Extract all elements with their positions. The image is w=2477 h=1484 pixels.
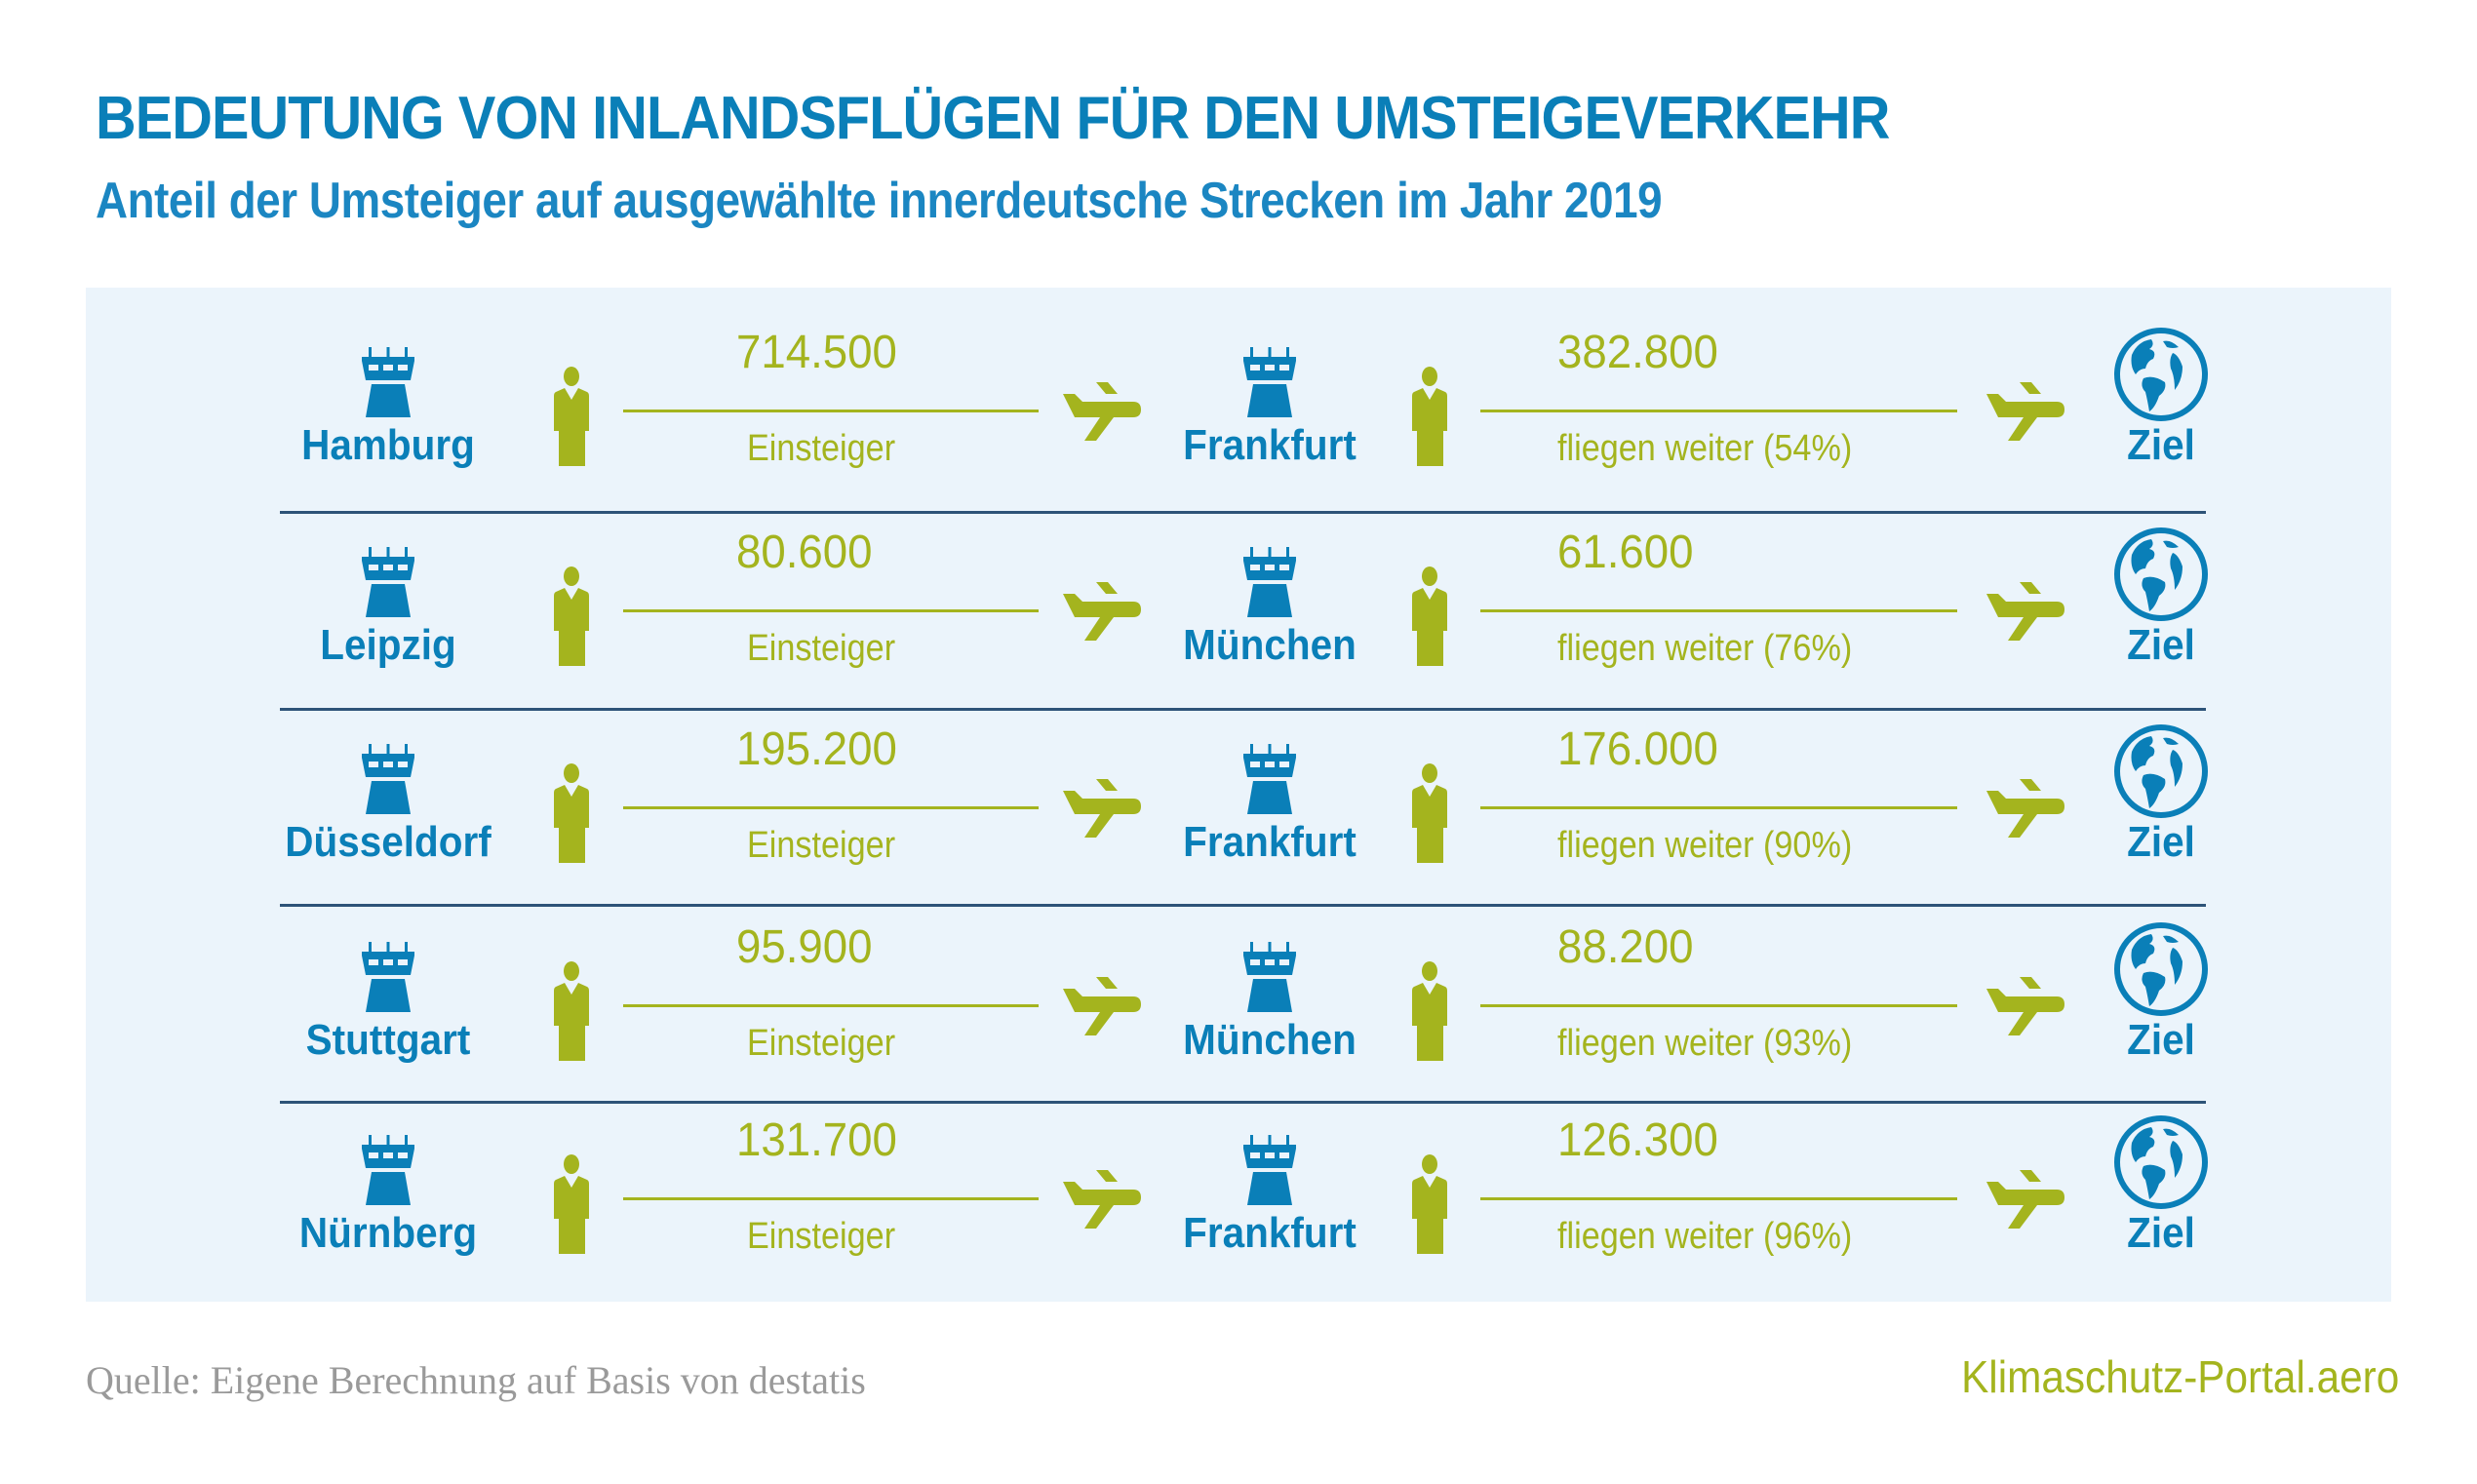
passenger-icon <box>552 961 591 1061</box>
row-divider <box>280 511 2206 514</box>
source-note: Quelle: Eigene Berechnung auf Basis von … <box>86 1358 866 1402</box>
boarding-count: 714.500 <box>736 327 897 378</box>
hub-airport-label: Frankfurt <box>1183 421 1356 469</box>
airplane-icon <box>1985 380 2066 443</box>
transfer-label: fliegen weiter (96%) <box>1557 1216 1853 1257</box>
connector-line <box>623 609 1039 612</box>
boarding-label: Einsteiger <box>747 1216 896 1257</box>
row-divider <box>280 708 2206 711</box>
transfer-label: fliegen weiter (93%) <box>1557 1023 1853 1064</box>
control-tower-icon <box>360 942 416 1012</box>
transfer-count: 88.200 <box>1557 921 1694 973</box>
passenger-icon <box>552 566 591 666</box>
control-tower-icon <box>360 1135 416 1205</box>
control-tower-icon <box>1241 547 1298 617</box>
airplane-icon <box>1985 975 2066 1037</box>
transfer-count: 382.800 <box>1557 327 1718 378</box>
boarding-count: 131.700 <box>736 1114 897 1166</box>
row-divider <box>280 1101 2206 1104</box>
boarding-label: Einsteiger <box>747 1023 896 1064</box>
transfer-label: fliegen weiter (54%) <box>1557 428 1853 469</box>
passenger-icon <box>1410 367 1449 466</box>
connector-line <box>623 1197 1039 1200</box>
routes-panel <box>86 288 2391 1302</box>
passenger-icon <box>1410 1154 1449 1254</box>
connector-line <box>1480 1004 1957 1007</box>
hub-airport-label: Frankfurt <box>1183 818 1356 866</box>
origin-airport-label: Leipzig <box>320 621 456 669</box>
transfer-count: 61.600 <box>1557 527 1694 578</box>
connector-line <box>623 410 1039 412</box>
passenger-icon <box>1410 961 1449 1061</box>
airplane-icon <box>1061 777 1143 840</box>
passenger-icon <box>1410 566 1449 666</box>
origin-airport-label: Düsseldorf <box>285 818 491 866</box>
passenger-icon <box>552 763 591 863</box>
connector-line <box>623 806 1039 809</box>
airplane-icon <box>1061 380 1143 443</box>
boarding-count: 95.900 <box>736 921 873 973</box>
origin-airport-label: Hamburg <box>301 421 475 469</box>
control-tower-icon <box>360 744 416 814</box>
control-tower-icon <box>1241 1135 1298 1205</box>
boarding-count: 80.600 <box>736 527 873 578</box>
airplane-icon <box>1985 777 2066 840</box>
airplane-icon <box>1985 580 2066 643</box>
boarding-label: Einsteiger <box>747 628 896 669</box>
connector-line <box>1480 609 1957 612</box>
control-tower-icon <box>360 547 416 617</box>
passenger-icon <box>1410 763 1449 863</box>
destination-label: Ziel <box>2127 621 2195 669</box>
control-tower-icon <box>360 347 416 417</box>
connector-line <box>1480 410 1957 412</box>
brand-logo-text: Klimaschutz-Portal.aero <box>1960 1351 2399 1402</box>
origin-airport-label: Stuttgart <box>305 1016 471 1064</box>
connector-line <box>1480 1197 1957 1200</box>
control-tower-icon <box>1241 744 1298 814</box>
transfer-label: fliegen weiter (90%) <box>1557 825 1853 866</box>
globe-icon <box>2112 326 2210 423</box>
transfer-label: fliegen weiter (76%) <box>1557 628 1853 669</box>
airplane-icon <box>1061 975 1143 1037</box>
hub-airport-label: München <box>1183 1016 1356 1064</box>
page-subtitle: Anteil der Umsteiger auf ausgewählte inn… <box>96 173 1663 229</box>
transfer-count: 126.300 <box>1557 1114 1718 1166</box>
page-title: BEDEUTUNG VON INLANDSFLÜGEN FÜR DEN UMST… <box>96 85 1890 152</box>
origin-airport-label: Nürnberg <box>298 1209 478 1257</box>
destination-label: Ziel <box>2127 1209 2195 1257</box>
globe-icon <box>2112 526 2210 623</box>
connector-line <box>1480 806 1957 809</box>
boarding-label: Einsteiger <box>747 825 896 866</box>
destination-label: Ziel <box>2127 1016 2195 1064</box>
destination-label: Ziel <box>2127 818 2195 866</box>
globe-icon <box>2112 920 2210 1018</box>
connector-line <box>623 1004 1039 1007</box>
boarding-label: Einsteiger <box>747 428 896 469</box>
hub-airport-label: München <box>1183 621 1356 669</box>
row-divider <box>280 904 2206 907</box>
control-tower-icon <box>1241 347 1298 417</box>
passenger-icon <box>552 1154 591 1254</box>
globe-icon <box>2112 1113 2210 1211</box>
airplane-icon <box>1985 1168 2066 1230</box>
hub-airport-label: Frankfurt <box>1183 1209 1356 1257</box>
airplane-icon <box>1061 1168 1143 1230</box>
boarding-count: 195.200 <box>736 723 897 775</box>
globe-icon <box>2112 722 2210 820</box>
passenger-icon <box>552 367 591 466</box>
airplane-icon <box>1061 580 1143 643</box>
destination-label: Ziel <box>2127 421 2195 469</box>
control-tower-icon <box>1241 942 1298 1012</box>
transfer-count: 176.000 <box>1557 723 1718 775</box>
